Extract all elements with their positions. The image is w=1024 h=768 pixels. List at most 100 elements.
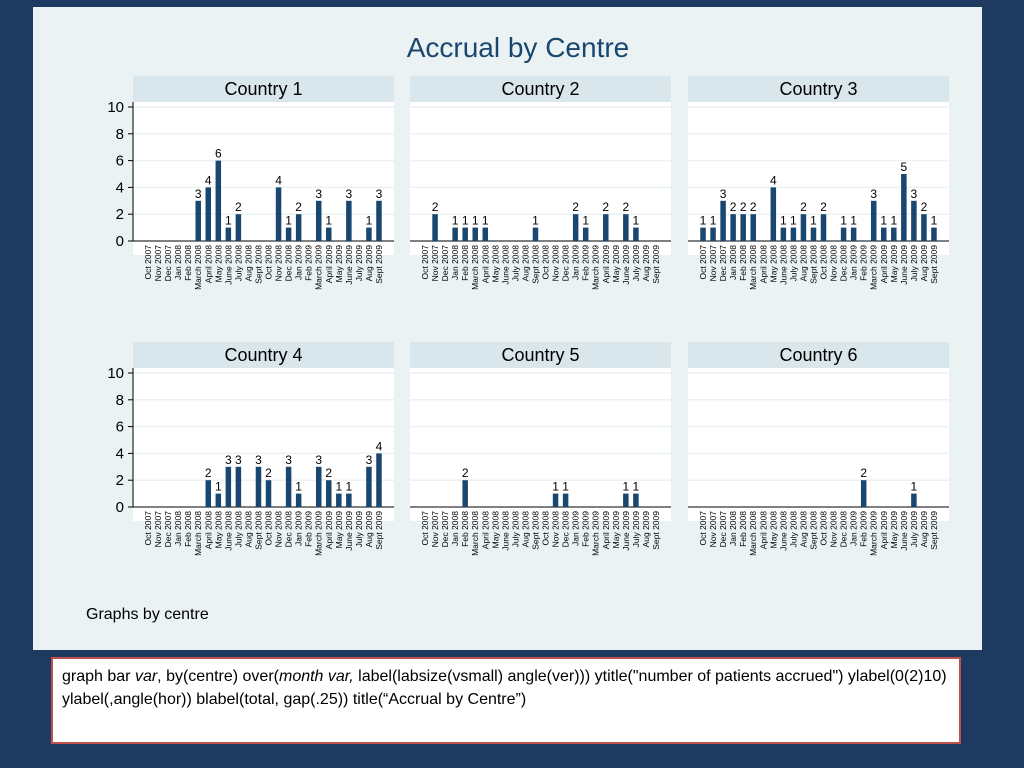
x-tick-label: Aug 2009 bbox=[364, 511, 374, 548]
x-tick-label: Nov 2008 bbox=[551, 511, 561, 548]
bar-value-label: 3 bbox=[285, 453, 292, 467]
bar bbox=[336, 493, 342, 507]
bar-value-label: 2 bbox=[750, 200, 757, 214]
bar-value-label: 2 bbox=[820, 200, 827, 214]
bar-value-label: 3 bbox=[870, 187, 877, 201]
bar-value-label: 3 bbox=[720, 187, 727, 201]
panel-3: Country 3 1 Oct 2007 1 Nov 2007 3 Dec 2007 2 Jan… bbox=[688, 76, 949, 290]
bar bbox=[215, 493, 222, 507]
x-tick-label: Sept 2008 bbox=[253, 511, 263, 550]
x-tick-label: July 2008 bbox=[788, 245, 798, 282]
bar bbox=[205, 480, 212, 507]
bar-value-label: 1 bbox=[911, 480, 918, 494]
bar-value-label: 2 bbox=[235, 200, 242, 214]
x-tick-label: Jan 2008 bbox=[728, 511, 738, 546]
x-tick-label: Jan 2008 bbox=[173, 245, 183, 280]
bar bbox=[921, 214, 927, 241]
x-tick-label: Oct 2007 bbox=[420, 511, 430, 546]
bar-value-label: 1 bbox=[633, 480, 640, 494]
x-tick-label: Feb 2009 bbox=[304, 245, 314, 281]
x-tick-label: Dec 2008 bbox=[839, 245, 849, 282]
bar bbox=[623, 214, 629, 241]
x-tick-label: Aug 2009 bbox=[641, 245, 651, 282]
x-tick-label: Jan 2008 bbox=[450, 245, 460, 280]
bar bbox=[623, 493, 629, 507]
bar-value-label: 1 bbox=[582, 214, 589, 228]
x-tick-label: Dec 2008 bbox=[561, 511, 571, 548]
x-tick-label: Feb 2009 bbox=[859, 245, 869, 281]
x-tick-label: July 2009 bbox=[631, 511, 641, 548]
y-tick-label: 2 bbox=[116, 206, 124, 223]
panel-4: Country 4 0 2 4 6 8 10 Oct 2007 Nov 2007 Dec 2007… bbox=[107, 342, 394, 556]
bar bbox=[700, 227, 706, 241]
bar-value-label: 2 bbox=[602, 200, 609, 214]
bar-value-label: 6 bbox=[215, 147, 222, 161]
x-tick-label: April 2009 bbox=[601, 245, 611, 284]
bar-value-label: 1 bbox=[346, 480, 353, 494]
x-tick-label: Sept 2008 bbox=[808, 245, 818, 284]
bar-value-label: 4 bbox=[205, 173, 212, 187]
x-tick-label: July 2008 bbox=[233, 511, 243, 548]
bar-value-label: 2 bbox=[740, 200, 747, 214]
panel-header bbox=[410, 342, 671, 368]
x-tick-label: Aug 2008 bbox=[243, 245, 253, 282]
bar-value-label: 2 bbox=[325, 466, 332, 480]
y-tick-label: 2 bbox=[116, 472, 124, 489]
x-tick-label: Nov 2007 bbox=[430, 245, 440, 282]
plot-area bbox=[688, 102, 949, 255]
bar bbox=[275, 187, 282, 241]
x-tick-label: April 2008 bbox=[480, 511, 490, 550]
bar-value-label: 1 bbox=[295, 480, 302, 494]
x-tick-label: Dec 2007 bbox=[440, 245, 450, 282]
bar bbox=[215, 160, 222, 241]
bar bbox=[820, 214, 827, 241]
bar bbox=[285, 466, 292, 507]
x-tick-label: July 2008 bbox=[788, 511, 798, 548]
y-tick-label: 6 bbox=[116, 153, 124, 170]
bar bbox=[235, 214, 242, 241]
x-tick-label: June 2009 bbox=[344, 511, 354, 551]
graph-note: Graphs by centre bbox=[86, 606, 209, 623]
bar-value-label: 3 bbox=[346, 187, 353, 201]
x-tick-label: April 2009 bbox=[601, 511, 611, 550]
x-tick-label: Nov 2008 bbox=[829, 245, 839, 282]
x-tick-label: Nov 2007 bbox=[708, 511, 718, 548]
x-tick-label: Dec 2008 bbox=[284, 245, 294, 282]
x-tick-label: March 2009 bbox=[869, 511, 879, 556]
bar-value-label: 2 bbox=[572, 200, 579, 214]
bar bbox=[881, 227, 887, 241]
x-tick-label: Feb 2009 bbox=[859, 511, 869, 547]
x-tick-label: May 2009 bbox=[889, 511, 899, 549]
panel-title: Country 4 bbox=[224, 345, 302, 365]
x-tick-label: May 2008 bbox=[490, 511, 500, 549]
bar bbox=[720, 200, 726, 241]
x-tick-label: May 2008 bbox=[490, 245, 500, 283]
x-tick-label: Dec 2007 bbox=[163, 245, 173, 282]
bar bbox=[195, 200, 201, 241]
x-tick-label: Oct 2007 bbox=[420, 245, 430, 280]
plot-area bbox=[410, 368, 671, 521]
x-tick-label: March 2008 bbox=[193, 511, 203, 556]
bar bbox=[582, 227, 589, 241]
bar bbox=[633, 227, 639, 241]
x-tick-label: Feb 2008 bbox=[460, 511, 470, 547]
x-tick-label: Jan 2009 bbox=[571, 245, 581, 280]
bar-value-label: 1 bbox=[780, 214, 787, 228]
x-tick-label: Sept 2009 bbox=[929, 511, 939, 550]
y-tick-label: 4 bbox=[116, 179, 124, 196]
x-tick-label: Sept 2008 bbox=[253, 245, 263, 284]
x-tick-label: Feb 2008 bbox=[738, 245, 748, 281]
y-tick-label: 8 bbox=[116, 126, 124, 143]
x-tick-label: Oct 2007 bbox=[698, 245, 708, 280]
x-tick-label: May 2009 bbox=[611, 511, 621, 549]
x-tick-label: March 2009 bbox=[869, 245, 879, 290]
x-tick-label: Sept 2008 bbox=[530, 511, 540, 550]
x-tick-label: Sept 2008 bbox=[530, 245, 540, 284]
bar bbox=[740, 214, 746, 241]
bar bbox=[285, 227, 292, 241]
bar-value-label: 1 bbox=[552, 480, 559, 494]
x-tick-label: May 2008 bbox=[768, 511, 778, 549]
